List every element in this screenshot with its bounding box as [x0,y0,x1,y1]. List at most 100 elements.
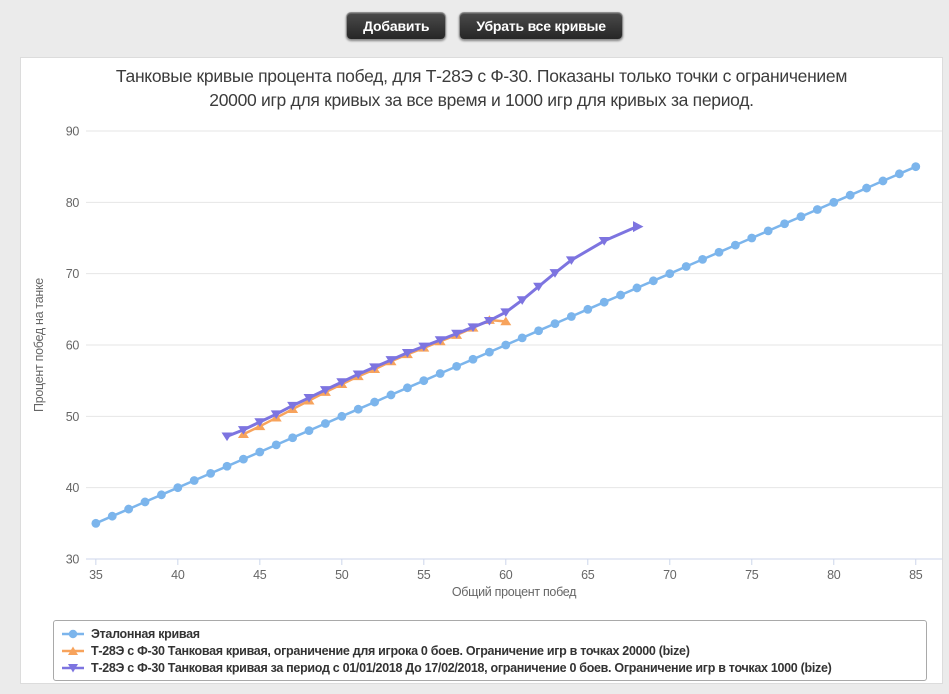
data-point[interactable] [369,363,381,372]
data-point[interactable] [255,447,265,457]
x-tick-label: 85 [909,568,923,582]
data-point[interactable] [583,304,593,314]
legend-marker-triangle-up [62,646,84,655]
chart-legend: Эталонная кривая Т-28Э с Ф-30 Танковая к… [53,620,927,681]
data-point[interactable] [681,262,691,271]
data-point[interactable] [451,329,463,339]
data-point[interactable] [747,233,757,243]
chart-plot: 30 40 50 60 70 80 90 35 40 45 50 55 60 65 70 75 80 85 Общи… [32,125,942,599]
data-point[interactable] [189,476,199,485]
x-tick-label: 40 [171,568,185,582]
data-point[interactable] [566,312,576,321]
data-point[interactable] [485,347,494,357]
data-point[interactable] [714,247,724,257]
data-point[interactable] [419,376,429,386]
data-point[interactable] [140,497,150,507]
data-point[interactable] [452,362,462,371]
data-point[interactable] [862,183,871,193]
x-tick-label: 55 [417,568,431,582]
data-point[interactable] [812,205,822,214]
legend-marker-circle [62,629,84,638]
legend-item-period-curve[interactable]: Т-28Э с Ф-30 Танковая кривая за период с… [61,659,922,676]
legend-marker-triangle-down [62,663,84,672]
data-point[interactable] [288,433,298,443]
data-point[interactable] [894,169,904,179]
data-point[interactable] [303,393,315,403]
legend-item-reference-curve[interactable]: Эталонная кривая [61,625,922,642]
data-point[interactable] [321,419,330,428]
data-point[interactable] [598,237,610,246]
data-point[interactable] [287,401,299,411]
y-tick-label: 90 [66,125,80,139]
data-point[interactable] [418,342,430,352]
data-point[interactable] [435,369,445,378]
data-point[interactable] [763,226,773,236]
data-point[interactable] [173,483,183,493]
data-point[interactable] [222,461,232,471]
data-point[interactable] [107,511,117,521]
data-point[interactable] [336,378,348,387]
legend-label: Эталонная кривая [91,626,200,641]
data-point[interactable] [254,418,266,427]
chart-title: Танковые кривые процента побед, для Т-28… [21,64,942,112]
data-point[interactable] [271,440,281,450]
data-point[interactable] [549,269,561,278]
data-point[interactable] [91,518,101,528]
data-point[interactable] [468,354,478,364]
data-point[interactable] [780,219,789,229]
y-tick-label: 80 [66,196,80,210]
data-point[interactable] [648,276,658,286]
data-point[interactable] [698,255,707,264]
data-point[interactable] [565,256,577,265]
toolbar: Добавить Убрать все кривые [0,12,949,40]
data-point[interactable] [467,323,479,332]
data-point[interactable] [516,296,528,305]
data-point[interactable] [501,340,511,350]
data-point-arrow-end[interactable] [632,221,644,233]
x-tick-label: 75 [745,568,759,582]
data-point[interactable] [124,504,134,514]
data-point[interactable] [911,162,921,172]
y-axis-title: Процент побед на танке [32,278,46,412]
data-point[interactable] [599,297,609,307]
clear-all-curves-button[interactable]: Убрать все кривые [459,12,623,40]
data-point[interactable] [304,426,314,435]
data-point[interactable] [403,383,412,393]
data-point[interactable] [517,333,527,343]
data-point[interactable] [845,190,855,200]
data-point[interactable] [533,282,545,292]
data-point[interactable] [796,212,806,222]
data-point[interactable] [665,269,675,279]
add-curve-button[interactable]: Добавить [346,12,447,40]
data-point[interactable] [270,410,282,419]
data-point[interactable] [337,411,347,421]
data-point[interactable] [534,326,543,336]
data-point[interactable] [401,349,413,358]
data-point[interactable] [239,454,248,464]
data-point[interactable] [829,197,839,207]
data-point[interactable] [730,240,740,250]
data-point[interactable] [616,290,625,300]
legend-item-alltime-curve[interactable]: Т-28Э с Ф-30 Танковая кривая, ограничени… [61,642,922,659]
data-point[interactable] [878,176,888,186]
data-point[interactable] [434,336,446,345]
data-point[interactable] [483,316,495,326]
data-point[interactable] [237,426,249,435]
y-tick-label: 30 [66,553,80,567]
chart-title-line-2: 20000 игр для кривых за все время и 1000… [209,90,754,110]
data-point[interactable] [352,370,364,380]
data-point[interactable] [386,390,396,400]
data-point[interactable] [632,283,642,293]
data-point[interactable] [221,432,233,442]
data-point[interactable] [500,308,512,317]
y-tick-label: 40 [66,481,80,495]
data-point[interactable] [353,404,363,414]
data-point[interactable] [500,316,512,326]
data-point[interactable] [385,356,397,365]
data-point[interactable] [157,490,166,500]
data-point[interactable] [370,397,380,407]
x-tick-label: 80 [827,568,841,582]
data-point[interactable] [319,386,331,395]
data-point[interactable] [206,469,216,478]
data-point[interactable] [550,319,560,328]
